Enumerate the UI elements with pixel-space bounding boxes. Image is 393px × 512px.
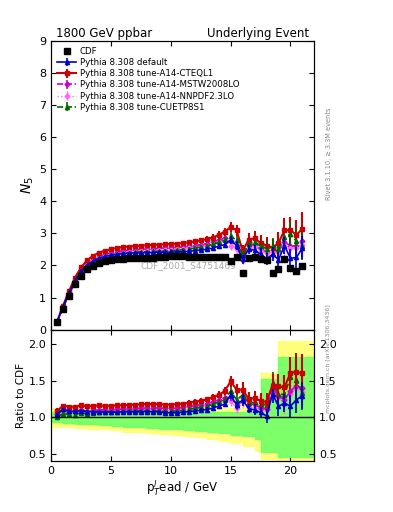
Text: Rivet 3.1.10, ≥ 3.3M events: Rivet 3.1.10, ≥ 3.3M events [326, 108, 332, 200]
X-axis label: p$_T^l$ead / GeV: p$_T^l$ead / GeV [147, 478, 219, 498]
Y-axis label: $N_5$: $N_5$ [20, 176, 36, 194]
Text: 1800 GeV ppbar: 1800 GeV ppbar [56, 27, 152, 40]
Text: mcplots.cern.ch [arXiv:1306.3436]: mcplots.cern.ch [arXiv:1306.3436] [326, 304, 331, 413]
Legend: CDF, Pythia 8.308 default, Pythia 8.308 tune-A14-CTEQL1, Pythia 8.308 tune-A14-M: CDF, Pythia 8.308 default, Pythia 8.308 … [55, 45, 241, 114]
Text: CDF_2001_S4751469: CDF_2001_S4751469 [140, 262, 236, 271]
Y-axis label: Ratio to CDF: Ratio to CDF [16, 362, 26, 428]
Text: Underlying Event: Underlying Event [207, 27, 309, 40]
